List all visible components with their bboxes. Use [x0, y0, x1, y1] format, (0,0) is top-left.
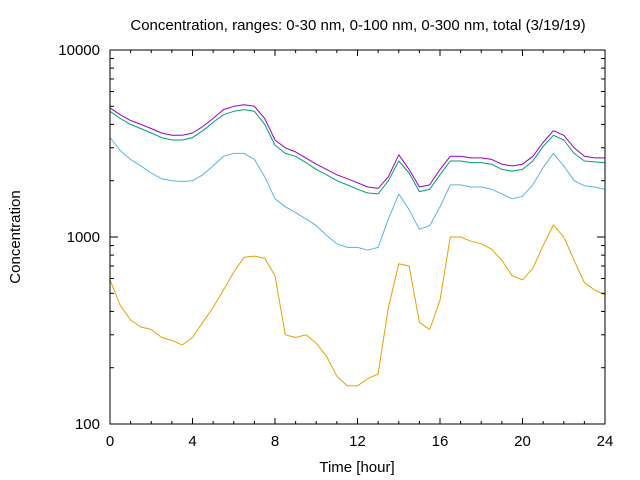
tick-layer: 0 4 8 12 16 20 24 100 1000 10000 [58, 42, 613, 450]
x-tick-label: 8 [271, 433, 279, 450]
x-tick-label: 16 [432, 433, 449, 450]
x-tick-label: 0 [106, 433, 114, 450]
series-line-1 [109, 224, 606, 387]
y-axis-label: Concentration [7, 190, 24, 283]
series-line-2 [109, 137, 606, 251]
series-line-4 [109, 104, 605, 189]
x-tick-label: 12 [349, 433, 366, 450]
y-tick-label: 100 [75, 416, 100, 433]
y-tick-label: 10000 [58, 42, 100, 59]
x-tick-label: 4 [188, 433, 196, 450]
chart-title: Concentration, ranges: 0-30 nm, 0-100 nm… [130, 17, 585, 34]
series-layer [109, 104, 606, 387]
x-tick-label: 24 [597, 433, 614, 450]
y-tick-label: 1000 [67, 229, 100, 246]
x-axis-label: Time [hour] [319, 459, 394, 476]
series-line-3 [109, 109, 606, 195]
x-tick-label: 20 [514, 433, 531, 450]
plot-frame [109, 49, 606, 425]
